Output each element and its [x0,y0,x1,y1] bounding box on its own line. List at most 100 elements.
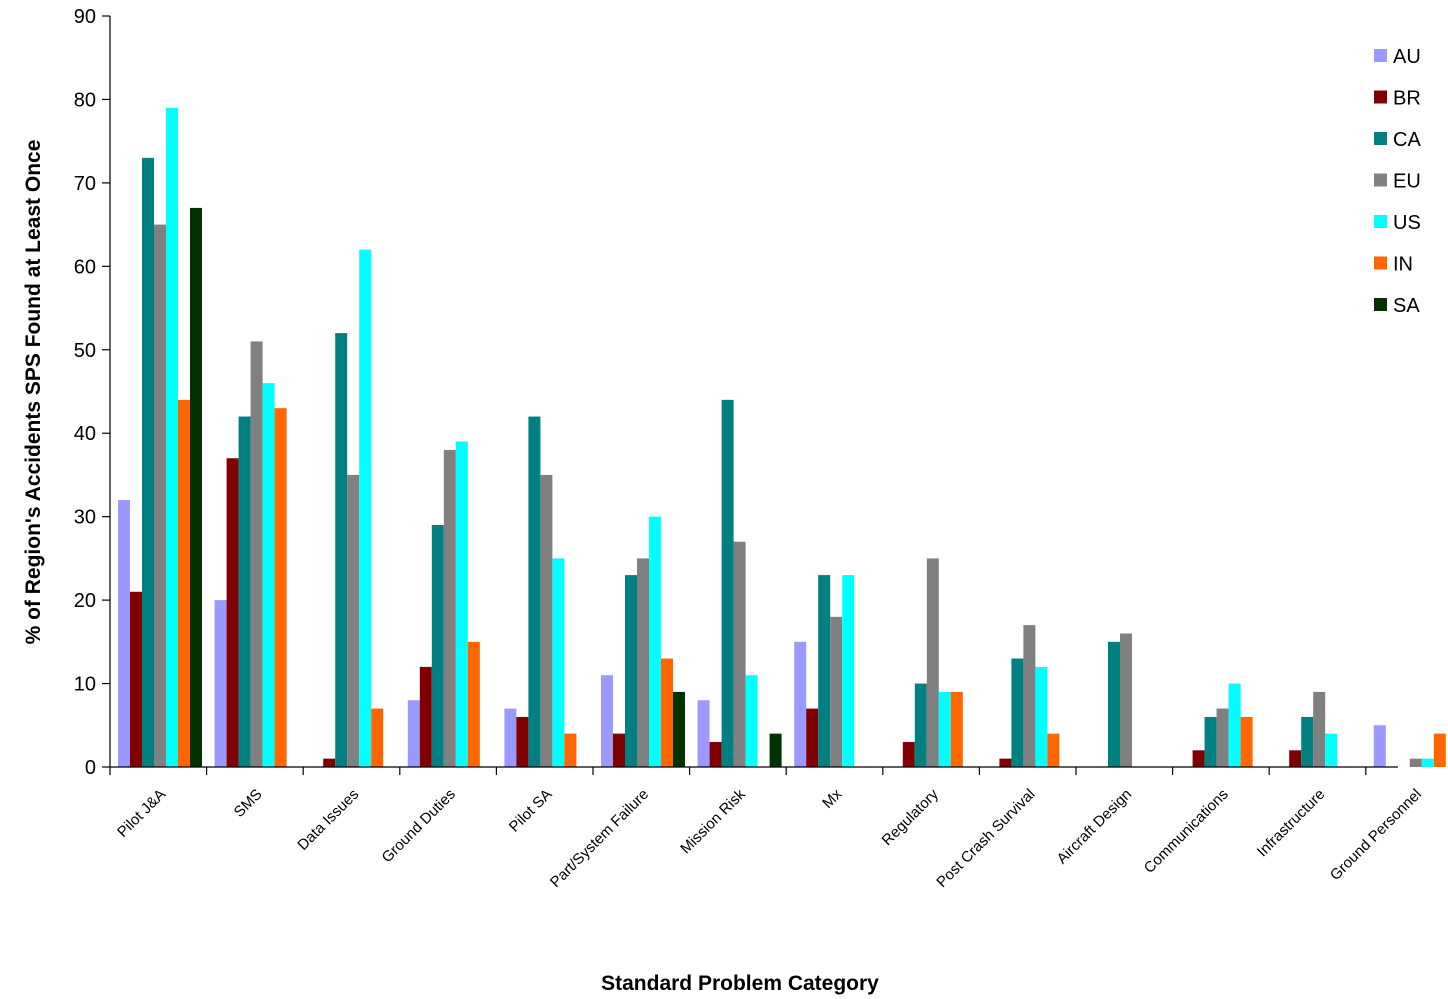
bar-ca [1011,658,1024,767]
y-tick-label: 60 [74,256,96,278]
bar-eu [250,341,263,767]
x-tick-label: Data Issues [294,786,362,854]
x-tick-label: Ground Personnel [1327,786,1425,884]
bar-eu [1216,708,1229,767]
legend-label-us: US [1393,212,1421,234]
y-tick-label: 40 [74,423,96,445]
legend-swatch-au [1374,49,1387,62]
x-tick-label: SMS [231,786,266,821]
bar-us [842,575,855,767]
y-tick-label: 80 [74,89,96,111]
legend-swatch-br [1374,90,1387,104]
bar-eu [1409,758,1422,767]
bar-ca [914,683,927,767]
legend: AU BR CA EU US IN SA [1374,46,1421,317]
bar-us [262,383,275,767]
bar-in [467,641,480,767]
bar-ca [1108,641,1120,767]
bar-au [504,708,517,767]
bar-ca [142,157,154,767]
bar-in [661,658,673,767]
bar-au [1373,725,1386,767]
x-tick-label: Mission Risk [677,785,749,857]
bar-ca [1204,716,1217,767]
bar-au [794,641,807,767]
x-tick-label: Post Crash Survival [933,786,1038,891]
bar-ca [238,416,251,767]
bar-br [806,708,819,767]
bar-sa [673,691,685,767]
bar-us [552,558,565,767]
y-tick-label: 10 [74,674,96,696]
bar-ca [1301,716,1314,767]
bar-eu [1313,691,1326,767]
bar-br [902,741,915,767]
bar-sa [190,207,202,767]
bar-eu [1120,633,1132,767]
bar-us [1421,758,1434,767]
legend-label-br: BR [1393,88,1421,110]
bar-br [516,716,529,767]
bar-au [214,600,227,767]
legend-label-ca: CA [1393,129,1421,151]
bar-ca [528,416,541,767]
bar-us [1035,666,1048,767]
x-tick-label: Infrastructure [1254,786,1329,861]
bar-ca [818,575,831,767]
bar-in [371,708,384,767]
bar-ca [721,399,734,767]
bar-in [1047,733,1060,767]
x-tick-label: Pilot J&A [114,786,169,841]
legend-swatch-us [1374,215,1387,228]
bar-us [745,675,758,767]
bar-br [1192,750,1205,767]
y-tick-label: 30 [74,507,96,529]
bar-br [226,458,239,767]
bar-au [601,675,613,767]
bar-br [709,741,722,767]
bar-in [950,691,963,767]
bar-br [1289,750,1302,767]
y-tick-label: 90 [74,6,96,28]
bar-in [1240,716,1253,767]
bar-eu [926,558,939,767]
bar-eu [540,474,553,767]
bar-br [999,758,1012,767]
bar-ca [431,525,444,767]
x-tick-label: Pilot SA [506,786,556,836]
legend-swatch-ca [1374,132,1387,145]
bar-in [274,408,287,767]
x-tick-label: Communications [1141,786,1232,877]
legend-label-in: IN [1393,254,1413,276]
y-axis-ticks: 0 10 20 30 40 50 60 70 80 90 [74,6,110,779]
legend-label-eu: EU [1393,171,1421,193]
bar-us [1228,683,1241,767]
bars [118,107,1446,768]
bar-au [118,499,130,767]
bar-us [166,107,178,768]
legend-swatch-eu [1374,173,1387,187]
bar-br [419,666,432,767]
y-tick-label: 0 [85,757,96,779]
legend-swatch-sa [1374,298,1387,311]
y-tick-label: 20 [74,590,96,612]
x-tick-label: Ground Duties [379,786,459,866]
x-tick-label: Aircraft Design [1054,786,1136,868]
y-tick-label: 50 [74,340,96,362]
bar-eu [347,474,360,767]
bar-br [323,758,336,767]
bar-eu [154,224,166,768]
bar-in [1433,733,1446,767]
bar-us [1325,733,1338,767]
legend-label-au: AU [1393,46,1421,68]
x-tick-label: Part/System Failure [547,786,652,891]
bar-ca [335,333,348,767]
bar-sa [769,733,782,767]
bar-us [649,516,661,767]
bar-eu [733,541,746,767]
y-tick-label: 70 [74,173,96,195]
bar-eu [1023,625,1036,767]
x-tick-label: Regulatory [879,785,943,849]
bar-eu [830,616,843,767]
